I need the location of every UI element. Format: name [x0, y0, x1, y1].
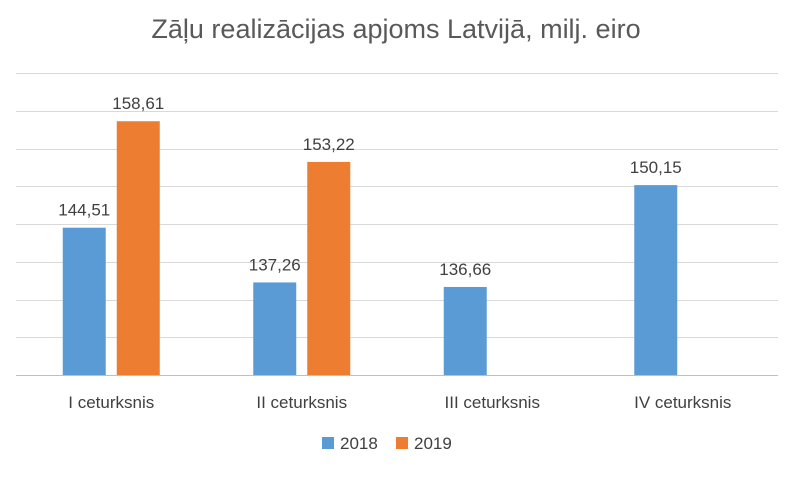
data-label-2018-1: 144,51 [58, 201, 110, 220]
x-axis-tick-labels: I ceturksnis II ceturksnis III ceturksnis I… [68, 393, 731, 412]
data-label-2018-3: 136,66 [439, 260, 491, 279]
legend-swatch-2019 [396, 437, 408, 449]
x-tick-label-4: IV ceturksnis [634, 393, 731, 412]
bars [62, 121, 678, 375]
chart-title: Zāļu realizācijas apjoms Latvijā, milj. … [151, 14, 640, 44]
legend-swatch-2018 [322, 437, 334, 449]
data-label-2019-1: 158,61 [112, 94, 164, 113]
bar-2019-2 [307, 161, 351, 375]
x-tick-label-1: I ceturksnis [68, 393, 154, 412]
bar-2018-4 [634, 185, 678, 375]
bar-2019-1 [116, 121, 160, 375]
legend-label-2019: 2019 [414, 434, 452, 453]
data-label-2019-2: 153,22 [303, 135, 355, 154]
x-tick-label-3: III ceturksnis [445, 393, 540, 412]
bar-2018-2 [253, 282, 297, 375]
bar-2018-1 [62, 227, 106, 375]
legend: 2018 2019 [322, 434, 452, 453]
data-label-2018-2: 137,26 [249, 255, 301, 274]
legend-label-2018: 2018 [340, 434, 378, 453]
data-label-2018-4: 150,15 [630, 158, 682, 177]
x-tick-label-2: II ceturksnis [256, 393, 347, 412]
data-labels: 144,51 158,61 137,26 153,22 136,66 150,15 [58, 94, 682, 279]
bar-2018-3 [443, 286, 487, 375]
